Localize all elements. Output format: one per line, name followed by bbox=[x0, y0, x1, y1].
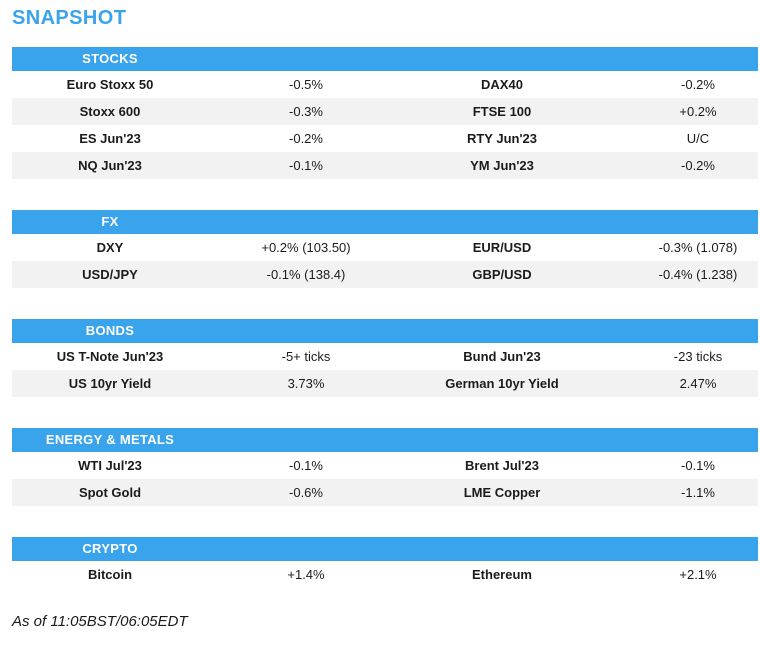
instrument-change: -0.1% bbox=[289, 458, 323, 473]
instrument-change: -0.1% (138.4) bbox=[266, 267, 346, 282]
section-crypto: CRYPTO Bitcoin +1.4% Ethereum +2.1% bbox=[12, 537, 758, 588]
table-row: Spot Gold -0.6% LME Copper -1.1% bbox=[12, 479, 758, 506]
section-bonds: BONDS US T-Note Jun'23 -5+ ticks Bund Jun'2… bbox=[12, 319, 758, 397]
instrument-name: Stoxx 600 bbox=[79, 104, 141, 119]
instrument-name: RTY Jun'23 bbox=[466, 131, 538, 146]
section-header-bar: FX bbox=[12, 210, 758, 234]
instrument-change: -5+ ticks bbox=[281, 349, 331, 364]
section-rows: Bitcoin +1.4% Ethereum +2.1% bbox=[12, 561, 758, 588]
instrument-change: +1.4% bbox=[287, 567, 325, 582]
instrument-change: +2.1% bbox=[679, 567, 717, 582]
table-row: US 10yr Yield 3.73% German 10yr Yield 2.47% bbox=[12, 370, 758, 397]
section-header-bar: BONDS bbox=[12, 319, 758, 343]
table-row: NQ Jun'23 -0.1% YM Jun'23 -0.2% bbox=[12, 152, 758, 179]
section-rows: Euro Stoxx 50 -0.5% DAX40 -0.2% Stoxx 600 -0.… bbox=[12, 71, 758, 179]
instrument-name: WTI Jul'23 bbox=[78, 458, 142, 473]
section-title: STOCKS bbox=[82, 51, 138, 66]
section-title: FX bbox=[101, 214, 119, 229]
instrument-change: -0.4% (1.238) bbox=[658, 267, 738, 282]
instrument-name: Brent Jul'23 bbox=[465, 458, 539, 473]
instrument-change: -0.2% bbox=[289, 131, 323, 146]
table-row: Stoxx 600 -0.3% FTSE 100 +0.2% bbox=[12, 98, 758, 125]
section-stocks: STOCKS Euro Stoxx 50 -0.5% DAX40 -0.2% Stoxx … bbox=[12, 47, 758, 179]
page-title: SNAPSHOT bbox=[12, 7, 127, 29]
instrument-name: Ethereum bbox=[472, 567, 532, 582]
instrument-name: GBP/USD bbox=[472, 267, 532, 282]
instrument-name: US 10yr Yield bbox=[68, 376, 152, 391]
instrument-change: -0.2% bbox=[681, 77, 715, 92]
table-row: WTI Jul'23 -0.1% Brent Jul'23 -0.1% bbox=[12, 452, 758, 479]
instrument-change: -0.6% bbox=[289, 485, 323, 500]
instrument-change: U/C bbox=[686, 131, 710, 146]
instrument-name: German 10yr Yield bbox=[445, 376, 559, 391]
instrument-change: -0.5% bbox=[289, 77, 323, 92]
instrument-change: 2.47% bbox=[679, 376, 717, 391]
instrument-name: Euro Stoxx 50 bbox=[66, 77, 154, 92]
section-fx: FX DXY +0.2% (103.50) EUR/USD -0.3% (1.078) U… bbox=[12, 210, 758, 288]
section-header-bar: CRYPTO bbox=[12, 537, 758, 561]
section-title: ENERGY & METALS bbox=[45, 432, 175, 447]
section-energy-metals: ENERGY & METALS WTI Jul'23 -0.1% Brent Jul'… bbox=[12, 428, 758, 506]
instrument-name: Spot Gold bbox=[78, 485, 142, 500]
instrument-change: -0.3% bbox=[289, 104, 323, 119]
instrument-name: Bund Jun'23 bbox=[463, 349, 541, 364]
instrument-name: LME Copper bbox=[463, 485, 541, 500]
instrument-name: ES Jun'23 bbox=[79, 131, 141, 146]
instrument-name: DXY bbox=[96, 240, 124, 255]
instrument-change: -0.1% bbox=[289, 158, 323, 173]
section-header-bar: STOCKS bbox=[12, 47, 758, 71]
section-rows: DXY +0.2% (103.50) EUR/USD -0.3% (1.078) USD… bbox=[12, 234, 758, 288]
instrument-name: Bitcoin bbox=[87, 567, 133, 582]
instrument-change: -0.1% bbox=[681, 458, 715, 473]
instrument-name: DAX40 bbox=[481, 77, 523, 92]
section-title: BONDS bbox=[85, 323, 135, 338]
instrument-change: -0.3% (1.078) bbox=[658, 240, 738, 255]
instrument-name: YM Jun'23 bbox=[470, 158, 534, 173]
instrument-change: +0.2% bbox=[679, 104, 717, 119]
instrument-name: EUR/USD bbox=[472, 240, 532, 255]
section-title: CRYPTO bbox=[82, 541, 138, 556]
section-rows: US T-Note Jun'23 -5+ ticks Bund Jun'23 -23 … bbox=[12, 343, 758, 397]
section-header-bar: ENERGY & METALS bbox=[12, 428, 758, 452]
instrument-name: US T-Note Jun'23 bbox=[56, 349, 164, 364]
instrument-name: NQ Jun'23 bbox=[78, 158, 142, 173]
snapshot-table: STOCKS Euro Stoxx 50 -0.5% DAX40 -0.2% Stoxx … bbox=[12, 47, 758, 588]
instrument-change: -23 ticks bbox=[673, 349, 723, 364]
instrument-change: +0.2% (103.50) bbox=[261, 240, 351, 255]
instrument-name: FTSE 100 bbox=[472, 104, 532, 119]
table-row: DXY +0.2% (103.50) EUR/USD -0.3% (1.078) bbox=[12, 234, 758, 261]
instrument-change: -1.1% bbox=[681, 485, 715, 500]
instrument-name: USD/JPY bbox=[82, 267, 138, 282]
table-row: Euro Stoxx 50 -0.5% DAX40 -0.2% bbox=[12, 71, 758, 98]
table-row: ES Jun'23 -0.2% RTY Jun'23 U/C bbox=[12, 125, 758, 152]
timestamp-footer: As of 11:05BST/06:05EDT bbox=[12, 613, 188, 630]
table-row: Bitcoin +1.4% Ethereum +2.1% bbox=[12, 561, 758, 588]
table-row: US T-Note Jun'23 -5+ ticks Bund Jun'23 -23 … bbox=[12, 343, 758, 370]
instrument-change: -0.2% bbox=[681, 158, 715, 173]
instrument-change: 3.73% bbox=[287, 376, 325, 391]
table-row: USD/JPY -0.1% (138.4) GBP/USD -0.4% (1.238) bbox=[12, 261, 758, 288]
section-rows: WTI Jul'23 -0.1% Brent Jul'23 -0.1% Spot Gol… bbox=[12, 452, 758, 506]
